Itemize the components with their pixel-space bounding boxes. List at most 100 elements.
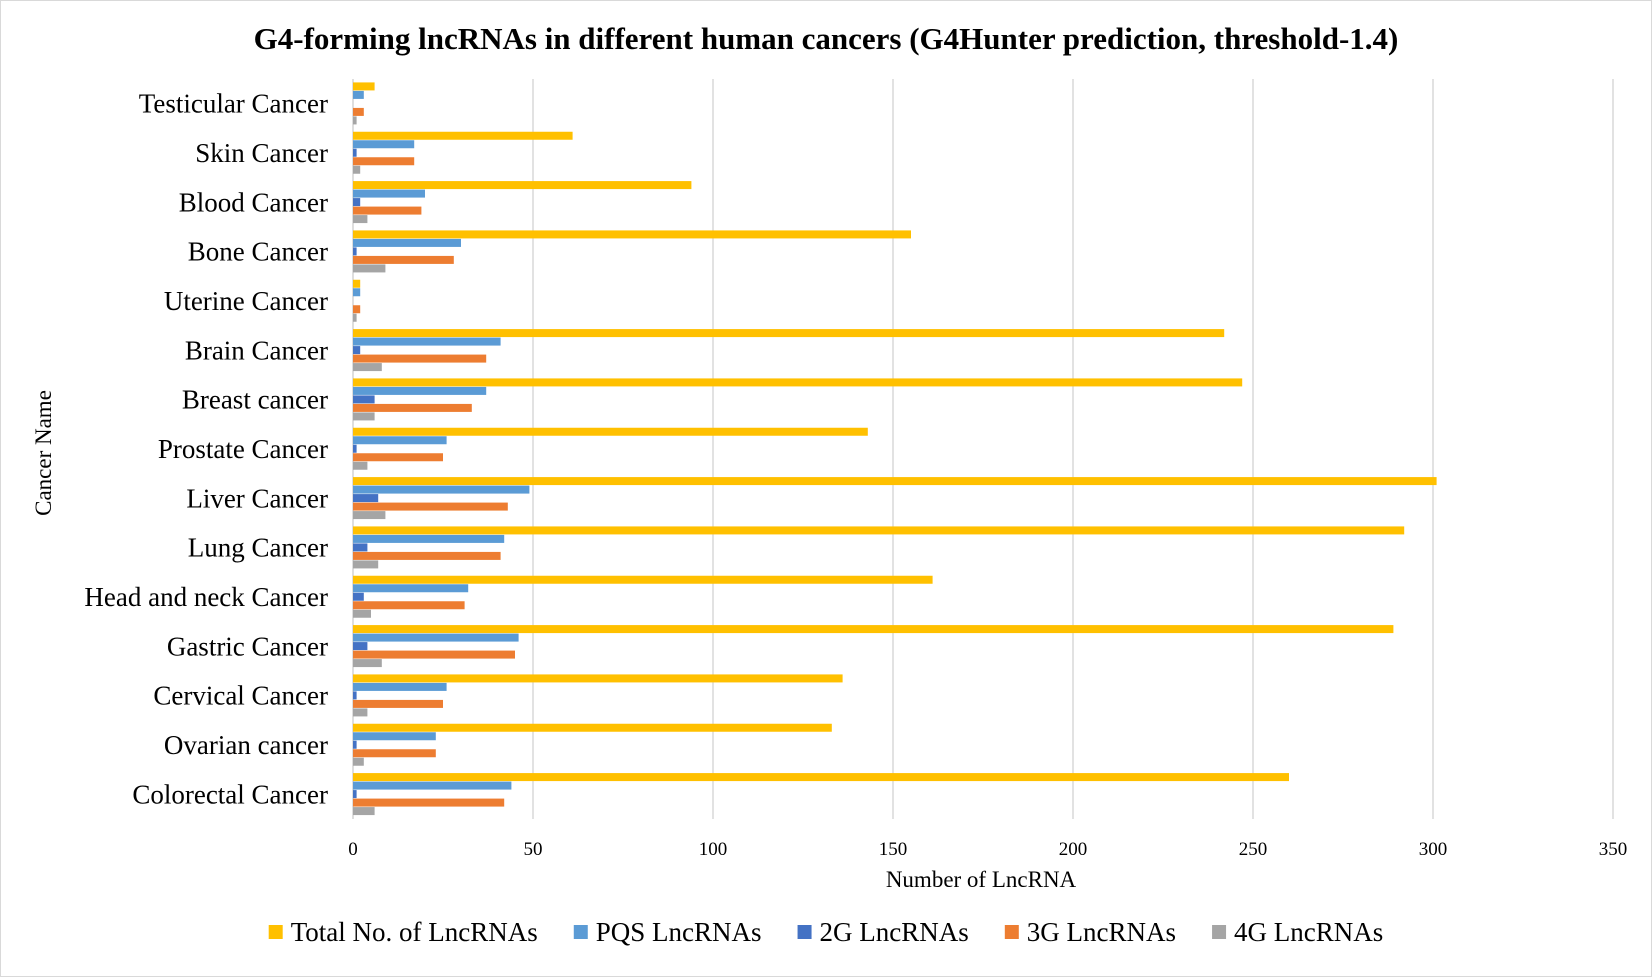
legend-label: 3G LncRNAs	[1027, 917, 1176, 947]
x-tick-label: 0	[348, 839, 358, 860]
category-label: Blood Cancer	[179, 187, 328, 217]
bar-4g-lncrnas	[353, 461, 368, 470]
bar-total-no-of-lncrnas	[353, 674, 843, 683]
bar-3g-lncrnas	[353, 157, 415, 166]
bar-4g-lncrnas	[353, 511, 386, 520]
bar-2g-lncrnas	[353, 592, 364, 601]
x-tick-label: 350	[1599, 839, 1628, 860]
bar-3g-lncrnas	[353, 601, 465, 610]
bar-2g-lncrnas	[353, 740, 357, 749]
bar-pqs-lncrnas	[353, 238, 461, 247]
x-tick-label: 150	[879, 839, 908, 860]
bar-total-no-of-lncrnas	[353, 131, 573, 140]
bar-total-no-of-lncrnas	[353, 181, 692, 190]
category-label: Brain Cancer	[185, 335, 328, 365]
bar-4g-lncrnas	[353, 412, 375, 421]
bar-3g-lncrnas	[353, 107, 364, 116]
legend-label: 2G LncRNAs	[820, 917, 969, 947]
bar-pqs-lncrnas	[353, 436, 447, 445]
legend-swatch	[797, 925, 812, 939]
x-tick-label: 200	[1059, 839, 1088, 860]
category-label: Lung Cancer	[188, 533, 328, 563]
bar-2g-lncrnas	[353, 444, 357, 453]
bar-3g-lncrnas	[353, 551, 501, 560]
bar-3g-lncrnas	[353, 453, 443, 462]
bar-4g-lncrnas	[353, 708, 368, 717]
bar-pqs-lncrnas	[353, 337, 501, 346]
bar-2g-lncrnas	[353, 642, 368, 651]
bar-4g-lncrnas	[353, 363, 382, 372]
bar-pqs-lncrnas	[353, 732, 436, 741]
bar-4g-lncrnas	[353, 264, 386, 273]
category-label: Testicular Cancer	[139, 89, 328, 119]
bar-total-no-of-lncrnas	[353, 723, 832, 732]
bar-pqs-lncrnas	[353, 90, 364, 99]
y-axis-title: Cancer Name	[31, 390, 56, 516]
category-label: Uterine Cancer	[164, 286, 328, 316]
bar-3g-lncrnas	[353, 749, 436, 758]
bar-2g-lncrnas	[353, 494, 379, 503]
bar-pqs-lncrnas	[353, 485, 530, 494]
category-label: Bone Cancer	[188, 237, 328, 267]
bar-pqs-lncrnas	[353, 140, 415, 149]
bar-total-no-of-lncrnas	[353, 230, 911, 239]
bar-4g-lncrnas	[353, 757, 364, 766]
bar-total-no-of-lncrnas	[353, 625, 1394, 634]
legend-swatch	[1004, 925, 1019, 939]
bar-pqs-lncrnas	[353, 633, 519, 642]
category-labels: Testicular Cancer Skin Cancer Blood Cancer…	[84, 89, 328, 810]
bar-3g-lncrnas	[353, 255, 454, 264]
category-label: Gastric Cancer	[167, 631, 328, 661]
bar-4g-lncrnas	[353, 560, 379, 569]
gridlines	[352, 79, 1614, 819]
bar-3g-lncrnas	[353, 798, 505, 807]
legend-label: 4G LncRNAs	[1234, 917, 1383, 947]
bar-total-no-of-lncrnas	[353, 279, 361, 288]
bar-4g-lncrnas	[353, 659, 382, 668]
category-label: Breast cancer	[182, 385, 328, 415]
x-tick-labels: 0 50 100 150 200 250 300 350	[348, 839, 1627, 860]
bars	[353, 82, 1437, 816]
bar-3g-lncrnas	[353, 206, 422, 215]
bar-4g-lncrnas	[353, 116, 357, 125]
bar-total-no-of-lncrnas	[353, 82, 375, 91]
x-axis-title: Number of LncRNA	[886, 867, 1077, 892]
category-label: Skin Cancer	[195, 138, 328, 168]
bar-4g-lncrnas	[353, 313, 357, 322]
bar-2g-lncrnas	[353, 543, 368, 552]
x-tick-label: 250	[1239, 839, 1268, 860]
bar-4g-lncrnas	[353, 609, 371, 618]
x-tick-label: 100	[699, 839, 728, 860]
bar-2g-lncrnas	[353, 148, 357, 157]
bar-pqs-lncrnas	[353, 781, 512, 790]
chart-title: G4-forming lncRNAs in different human ca…	[254, 21, 1399, 56]
bar-total-no-of-lncrnas	[353, 378, 1243, 387]
bar-2g-lncrnas	[353, 790, 357, 799]
bar-total-no-of-lncrnas	[353, 526, 1405, 535]
legend: Total No. of LncRNAs PQS LncRNAs 2G LncRNA…	[268, 917, 1383, 947]
category-label: Head and neck Cancer	[84, 582, 328, 612]
bar-3g-lncrnas	[353, 354, 487, 363]
bar-total-no-of-lncrnas	[353, 575, 933, 584]
bar-3g-lncrnas	[353, 403, 472, 412]
bar-3g-lncrnas	[353, 699, 443, 708]
bar-4g-lncrnas	[353, 807, 375, 816]
legend-swatch	[1212, 925, 1227, 939]
bar-2g-lncrnas	[353, 691, 357, 700]
x-tick-label: 50	[524, 839, 543, 860]
bar-2g-lncrnas	[353, 247, 357, 256]
category-label: Ovarian cancer	[164, 730, 328, 760]
legend-label: Total No. of LncRNAs	[291, 917, 538, 947]
category-label: Liver Cancer	[186, 483, 328, 513]
bar-pqs-lncrnas	[353, 682, 447, 691]
bar-pqs-lncrnas	[353, 288, 361, 297]
bar-total-no-of-lncrnas	[353, 477, 1437, 486]
category-label: Prostate Cancer	[158, 434, 328, 464]
bar-pqs-lncrnas	[353, 534, 505, 543]
bar-pqs-lncrnas	[353, 386, 487, 395]
bar-total-no-of-lncrnas	[353, 427, 868, 436]
legend-label: PQS LncRNAs	[596, 917, 762, 947]
category-label: Colorectal Cancer	[132, 779, 328, 809]
